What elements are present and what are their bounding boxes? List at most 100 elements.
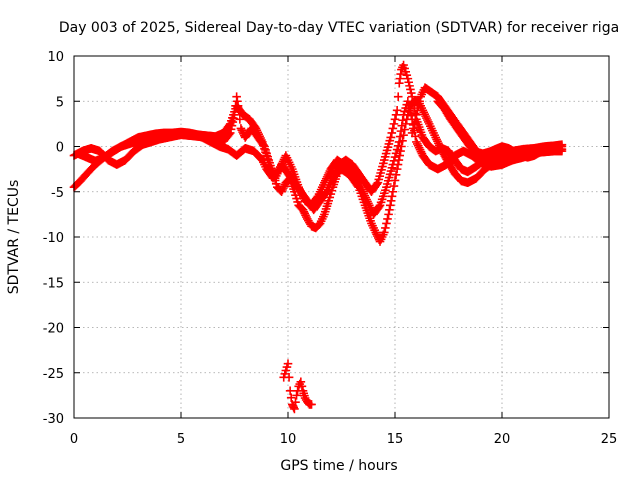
data-point xyxy=(264,158,274,167)
data-point xyxy=(258,137,267,147)
y-axis-label: SDTVAR / TECUs xyxy=(6,180,22,295)
data-point xyxy=(388,124,398,133)
data-point xyxy=(381,223,390,233)
data-point xyxy=(284,372,294,382)
data-point xyxy=(380,152,390,162)
data-point xyxy=(382,146,392,155)
x-tick-label: 10 xyxy=(280,432,297,447)
data-point xyxy=(378,162,387,171)
chart-title: Day 003 of 2025, Sidereal Day-to-day VTE… xyxy=(59,20,619,36)
data-point xyxy=(290,404,299,414)
data-point xyxy=(285,386,295,396)
data-point xyxy=(409,119,419,129)
data-points xyxy=(69,60,567,414)
data-point xyxy=(384,139,394,149)
data-point xyxy=(385,136,395,145)
data-point xyxy=(307,400,316,409)
data-point xyxy=(391,110,401,120)
data-point xyxy=(405,81,414,91)
data-point xyxy=(382,182,391,192)
data-point xyxy=(282,362,292,372)
data-point xyxy=(382,219,391,228)
data-point xyxy=(398,115,408,125)
data-point xyxy=(296,377,306,387)
data-point xyxy=(408,98,418,107)
data-point xyxy=(412,110,421,120)
data-point xyxy=(260,144,269,154)
series-track-6 xyxy=(279,359,316,414)
data-point xyxy=(397,121,407,130)
data-point xyxy=(380,228,389,237)
data-point xyxy=(381,149,391,158)
x-tick-label: 20 xyxy=(494,432,511,447)
data-point xyxy=(392,106,402,115)
data-point xyxy=(385,169,395,179)
data-point xyxy=(387,163,397,173)
data-point xyxy=(297,382,307,391)
data-point xyxy=(383,142,393,152)
data-point xyxy=(399,60,408,70)
data-point xyxy=(392,164,402,174)
data-point xyxy=(374,202,384,211)
data-point xyxy=(391,148,401,158)
data-point xyxy=(399,110,408,120)
data-point xyxy=(389,156,399,166)
data-point xyxy=(555,141,565,150)
data-point xyxy=(387,191,397,201)
data-point xyxy=(259,141,268,150)
data-point xyxy=(286,393,296,402)
data-point xyxy=(271,179,281,189)
data-point xyxy=(383,176,393,186)
x-tick-label: 5 xyxy=(177,432,185,447)
y-tick-label: 0 xyxy=(56,141,64,156)
data-point xyxy=(292,391,301,400)
data-point xyxy=(389,119,399,129)
data-point xyxy=(401,67,410,77)
data-point xyxy=(291,190,300,200)
y-tick-label: -20 xyxy=(43,322,64,337)
x-axis-label: GPS time / hours xyxy=(280,458,397,474)
data-point xyxy=(384,173,394,182)
data-point xyxy=(386,196,396,206)
data-point xyxy=(402,70,412,80)
data-point xyxy=(374,175,384,184)
data-point xyxy=(377,165,386,175)
data-point xyxy=(327,186,337,195)
data-point xyxy=(389,181,399,191)
data-point xyxy=(379,159,388,168)
data-point xyxy=(411,132,420,141)
data-point xyxy=(394,137,404,147)
data-point xyxy=(376,168,385,178)
data-point xyxy=(291,397,300,407)
data-point xyxy=(407,128,417,138)
data-point xyxy=(325,193,335,202)
data-point xyxy=(263,154,272,164)
data-point xyxy=(386,133,396,142)
y-tick-label: 5 xyxy=(56,95,64,110)
y-tick-label: -30 xyxy=(43,412,64,427)
data-point xyxy=(413,106,422,115)
data-point xyxy=(388,160,398,169)
data-point xyxy=(224,121,234,130)
data-point xyxy=(281,366,291,375)
data-point xyxy=(380,155,389,165)
y-tick-label: -5 xyxy=(51,186,64,201)
data-point xyxy=(406,85,415,94)
data-point xyxy=(390,115,400,124)
data-point xyxy=(390,176,400,185)
axis-ticks xyxy=(73,55,610,419)
data-point xyxy=(324,196,333,206)
data-point xyxy=(387,128,397,138)
x-tick-label: 25 xyxy=(601,432,618,447)
data-point xyxy=(396,146,405,156)
data-point xyxy=(383,214,392,224)
data-point xyxy=(392,145,402,154)
x-tick-labels: 0 5 10 15 20 25 xyxy=(70,432,617,447)
data-point xyxy=(406,107,415,117)
data-point xyxy=(265,161,275,171)
data-point xyxy=(292,194,301,203)
data-point xyxy=(388,187,398,197)
data-point xyxy=(262,151,271,160)
data-point xyxy=(373,178,383,187)
